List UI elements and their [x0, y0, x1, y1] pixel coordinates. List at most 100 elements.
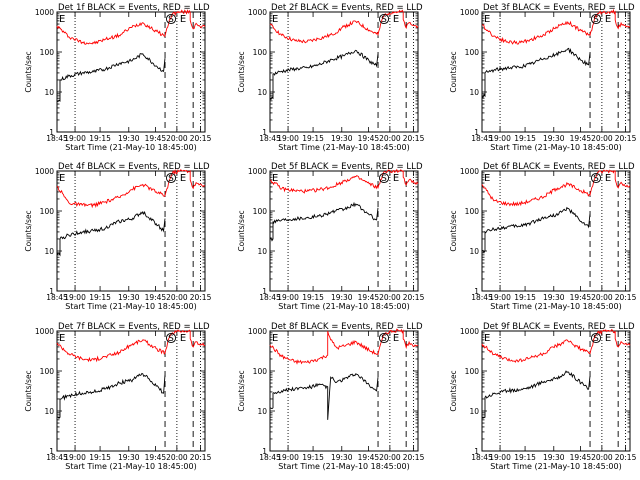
- marker-circle: [590, 332, 602, 344]
- series-events-line: [269, 201, 379, 242]
- chart-panel: Det 7f BLACK = Events, RED = LLD 1000 100 1…: [24, 322, 212, 471]
- plot-frame: [269, 170, 419, 292]
- y-tick-label: 100: [465, 207, 480, 216]
- x-tick-label: 20:00: [166, 293, 188, 302]
- marker-label: E: [393, 333, 399, 344]
- y-axis-label: Counts/sec: [24, 51, 33, 92]
- x-tick-label: 19:45: [570, 134, 592, 143]
- series-events-line: [269, 49, 379, 101]
- x-tick-label: 20:00: [379, 453, 401, 462]
- x-tick-label: 20:00: [591, 134, 613, 143]
- y-axis-label: Counts/sec: [449, 210, 458, 251]
- chart-panel: Det 8f BLACK = Events, RED = LLD 1000 100 1…: [237, 322, 425, 471]
- x-axis-label: Start Time (21-May-10 18:45:00): [65, 302, 196, 311]
- series-lld-line: [481, 169, 631, 207]
- x-tick-label: 20:00: [166, 134, 188, 143]
- y-tick-label: 10: [257, 247, 267, 256]
- chart-title: Det 1f BLACK = Events, RED = LLD: [58, 3, 210, 13]
- marker-label: E: [272, 14, 278, 25]
- plot-frame: [481, 170, 631, 292]
- y-tick-label: 100: [465, 367, 480, 376]
- y-tick-label: 1000: [248, 327, 267, 336]
- x-axis-label: Start Time (21-May-10 18:45:00): [278, 302, 409, 311]
- y-axis-label: Counts/sec: [237, 210, 246, 251]
- x-tick-label: 20:15: [190, 293, 212, 302]
- x-tick-label: 19:00: [277, 293, 299, 302]
- marker-label: E: [484, 333, 490, 344]
- x-axis-label: Start Time (21-May-10 18:45:00): [65, 462, 196, 471]
- x-tick-label: 19:00: [64, 453, 86, 462]
- y-tick-label: 10: [469, 247, 479, 256]
- x-tick-label: 18:45: [259, 453, 281, 462]
- x-tick-label: 20:15: [190, 134, 212, 143]
- x-tick-label: 19:30: [118, 453, 140, 462]
- y-tick-label: 1: [262, 447, 267, 456]
- y-tick-label: 1: [49, 447, 54, 456]
- x-tick-label: 18:45: [46, 293, 68, 302]
- series-events-line: [269, 373, 379, 420]
- x-tick-label: 19:15: [514, 134, 536, 143]
- chart-title: Det 5f BLACK = Events, RED = LLD: [271, 162, 423, 172]
- x-tick-label: 20:00: [591, 293, 613, 302]
- x-tick-label: 20:15: [403, 293, 425, 302]
- x-tick-label: 20:00: [379, 293, 401, 302]
- x-tick-label: 19:45: [145, 453, 167, 462]
- chart-panel: Det 9f BLACK = Events, RED = LLD 1000 100 1…: [449, 322, 637, 471]
- plot-frame: [56, 170, 206, 292]
- marker-label: E: [272, 173, 278, 184]
- y-tick-label: 1: [262, 287, 267, 296]
- x-tick-label: 19:15: [89, 293, 111, 302]
- x-tick-label: 19:15: [514, 293, 536, 302]
- y-tick-label: 1000: [248, 8, 267, 17]
- marker-label: E: [484, 14, 490, 25]
- series-events-line: [56, 372, 166, 419]
- x-tick-label: 19:30: [118, 293, 140, 302]
- x-tick-label: 19:15: [89, 453, 111, 462]
- x-tick-label: 19:30: [543, 134, 565, 143]
- marker-circle: [378, 13, 390, 25]
- x-tick-label: 19:45: [358, 453, 380, 462]
- y-tick-label: 10: [469, 407, 479, 416]
- chart-title: Det 8f BLACK = Events, RED = LLD: [271, 322, 423, 332]
- x-tick-label: 19:00: [489, 453, 511, 462]
- marker-label: E: [393, 173, 399, 184]
- chart-panel: Det 4f BLACK = Events, RED = LLD 1000 100 1…: [24, 162, 212, 311]
- marker-label: S: [593, 174, 599, 184]
- chart-title: Det 3f BLACK = Events, RED = LLD: [483, 3, 635, 13]
- x-tick-label: 19:30: [118, 134, 140, 143]
- x-tick-label: 19:30: [331, 293, 353, 302]
- chart-panel: Det 2f BLACK = Events, RED = LLD 1000 100 1…: [237, 3, 425, 152]
- y-tick-label: 100: [465, 48, 480, 57]
- x-tick-label: 19:15: [302, 134, 324, 143]
- marker-label: E: [605, 14, 611, 25]
- chart-title: Det 9f BLACK = Events, RED = LLD: [483, 322, 635, 332]
- x-tick-label: 18:45: [471, 134, 493, 143]
- x-tick-label: 20:15: [403, 453, 425, 462]
- marker-label: S: [593, 15, 599, 25]
- y-tick-label: 100: [253, 367, 268, 376]
- series-events-line: [481, 206, 591, 254]
- marker-label: E: [605, 333, 611, 344]
- marker-circle: [165, 172, 177, 184]
- y-tick-label: 10: [257, 88, 267, 97]
- x-tick-label: 18:45: [471, 453, 493, 462]
- x-tick-label: 19:45: [570, 453, 592, 462]
- marker-circle: [165, 13, 177, 25]
- plot-frame: [56, 330, 206, 452]
- marker-label: E: [59, 333, 65, 344]
- y-tick-label: 10: [257, 407, 267, 416]
- marker-label: S: [593, 334, 599, 344]
- x-axis-label: Start Time (21-May-10 18:45:00): [490, 302, 621, 311]
- marker-circle: [590, 172, 602, 184]
- x-axis-label: Start Time (21-May-10 18:45:00): [490, 143, 621, 152]
- x-axis-label: Start Time (21-May-10 18:45:00): [278, 143, 409, 152]
- x-tick-label: 18:45: [259, 293, 281, 302]
- y-tick-label: 100: [40, 367, 55, 376]
- chart-title: Det 7f BLACK = Events, RED = LLD: [58, 322, 210, 332]
- marker-circle: [378, 172, 390, 184]
- series-lld-line: [481, 8, 631, 45]
- x-tick-label: 19:30: [543, 453, 565, 462]
- x-tick-label: 19:00: [489, 293, 511, 302]
- x-tick-label: 20:15: [615, 453, 637, 462]
